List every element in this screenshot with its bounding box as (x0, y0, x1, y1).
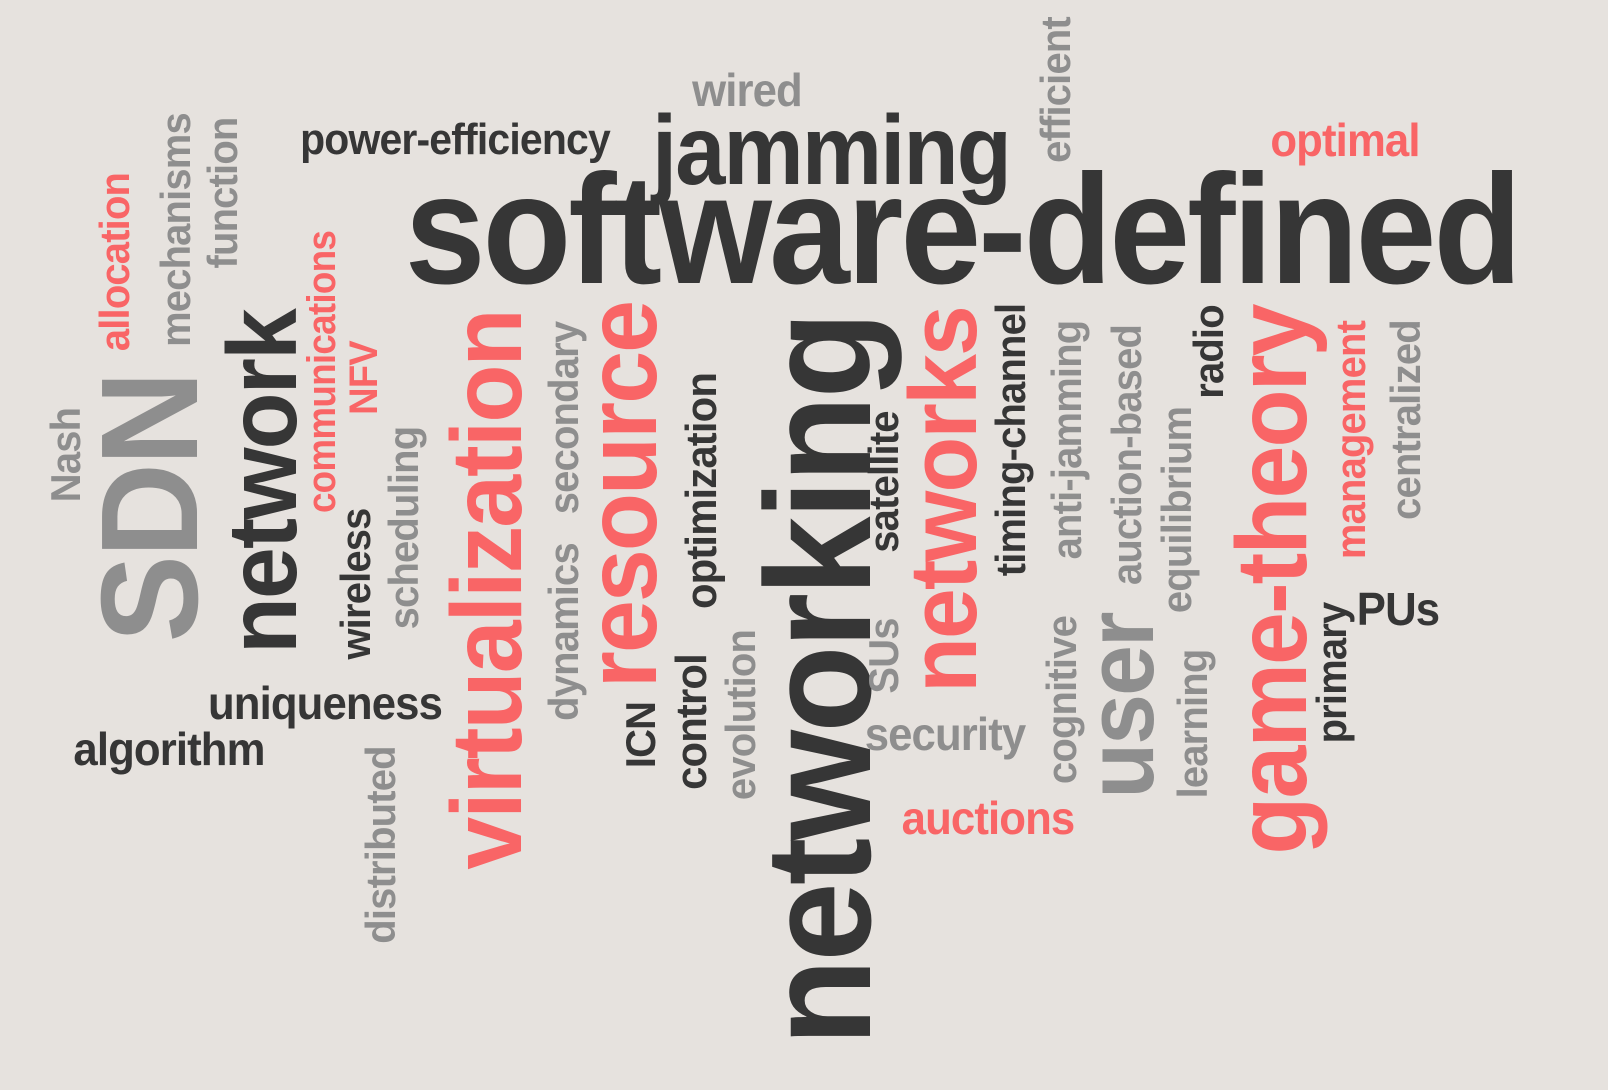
word-Nash: Nash (42, 407, 89, 503)
word-centralized: centralized (1382, 320, 1429, 520)
word-primary: primary (1308, 602, 1355, 744)
word-management: management (1327, 320, 1374, 560)
word-uniqueness: uniqueness (207, 677, 443, 729)
word-wired: wired (692, 64, 803, 116)
word-ICN: ICN (617, 701, 664, 769)
word-jamming: jamming (651, 95, 1012, 205)
word-virtualization: virtualization (431, 310, 543, 870)
word-optimal: optimal (1270, 114, 1420, 166)
word-game-theory: game-theory (1216, 305, 1328, 855)
word-user: user (1067, 613, 1174, 799)
word-auction-based: auction-based (1103, 324, 1150, 586)
word-security: security (864, 708, 1026, 760)
word-wireless: wireless (332, 508, 379, 660)
word-auctions: auctions (901, 792, 1076, 844)
word-network: network (207, 310, 317, 654)
word-distributed: distributed (357, 746, 404, 944)
word-control: control (667, 654, 716, 790)
word-PUs: PUs (1356, 583, 1440, 635)
word-allocation: allocation (91, 172, 138, 352)
word-networks: networks (890, 307, 997, 693)
word-software-defined: software-defined (404, 143, 1522, 317)
word-resource: resource (566, 301, 678, 689)
word-efficient: efficient (1032, 17, 1079, 163)
word-function: function (199, 117, 246, 269)
word-anti-jamming: anti-jamming (1043, 320, 1090, 560)
word-equilibrium: equilibrium (1153, 406, 1200, 614)
word-power-efficiency: power-efficiency (300, 115, 611, 164)
word-scheduling: scheduling (380, 426, 427, 630)
word-SDN: SDN (73, 373, 227, 643)
word-algorithm: algorithm (73, 723, 265, 775)
word-learning: learning (1169, 649, 1216, 799)
word-evolution: evolution (717, 629, 764, 801)
word-optimization: optimization (677, 372, 726, 610)
word-NFV: NFV (342, 341, 386, 415)
word-timing-channel: timing-channel (987, 303, 1034, 577)
word-mechanisms: mechanisms (152, 113, 199, 347)
